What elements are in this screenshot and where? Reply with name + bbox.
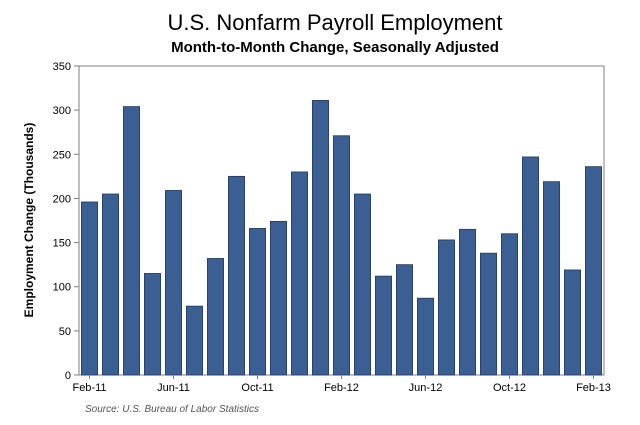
plot-area: 0 50 100 150 200 250 300 350 Feb-11 Jun-11 Oct-11 F… [53, 61, 611, 394]
x-tick-label: Jun-11 [157, 382, 190, 394]
bar-feb-12 [333, 135, 350, 376]
bar-apr-11 [123, 106, 140, 376]
x-tick-label: Oct-12 [493, 382, 526, 394]
chart-subtitle: Month-to-Month Change, Seasonally Adjust… [171, 39, 499, 56]
x-tick-label: Feb-12 [324, 382, 359, 394]
bar-dec-12 [543, 181, 560, 376]
y-tick-label: 150 [53, 238, 71, 250]
bar-may-12 [396, 264, 413, 376]
bar-aug-11 [207, 258, 224, 376]
y-tick-label: 300 [53, 105, 71, 117]
y-tick-label: 350 [53, 61, 71, 73]
bar-jun-12 [417, 297, 434, 376]
bar-jan-12 [312, 100, 329, 376]
chart-title: U.S. Nonfarm Payroll Employment [168, 10, 503, 35]
bar-sep-12 [480, 252, 497, 376]
bar-jun-11 [165, 190, 182, 376]
bar-jan-13 [564, 269, 581, 376]
bar-jul-12 [438, 239, 455, 376]
y-tick-label: 100 [53, 282, 71, 294]
y-tick-label: 250 [53, 149, 71, 161]
y-tick-label: 50 [59, 326, 71, 338]
bar-nov-11 [270, 220, 287, 376]
y-axis-label: Employment Change (Thousands) [22, 123, 36, 318]
x-tick-label: Feb-11 [72, 382, 106, 394]
bar-may-11 [144, 273, 161, 376]
bar-aug-12 [459, 228, 476, 376]
x-tick-label: Oct-11 [241, 382, 273, 394]
bar-oct-11 [249, 228, 266, 376]
bar-oct-12 [501, 233, 518, 376]
bar-mar-11 [102, 193, 119, 376]
bar-feb-11 [81, 201, 98, 376]
bar-apr-12 [375, 275, 392, 376]
x-tick-label: Jun-12 [409, 382, 443, 394]
bar-nov-12 [522, 156, 539, 376]
chart-source: Source: U.S. Bureau of Labor Statistics [85, 404, 259, 415]
bar-mar-12 [354, 193, 371, 376]
x-tick-label: Feb-13 [576, 382, 611, 394]
bar-sep-11 [228, 175, 245, 376]
bar-dec-11 [291, 171, 308, 376]
y-tick-label: 0 [65, 370, 71, 382]
bar-feb-13 [585, 166, 602, 376]
bar-jul-11 [186, 305, 203, 376]
y-tick-label: 200 [53, 193, 71, 205]
